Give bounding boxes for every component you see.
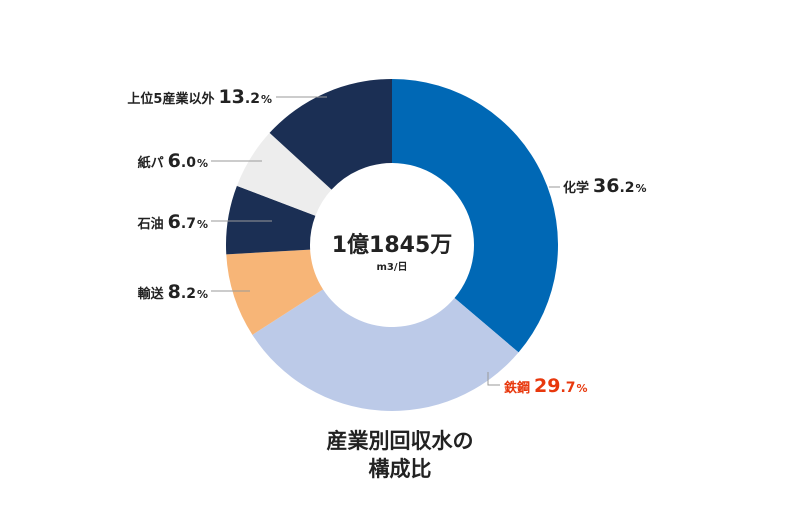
slice-label-5: 上位5産業以外 13.2% bbox=[127, 86, 272, 108]
donut-slice-4 bbox=[236, 132, 332, 216]
slice-label-4: 紙パ 6.0% bbox=[138, 150, 208, 172]
chart-caption-line-1: 産業別回収水の bbox=[326, 429, 474, 453]
slice-label-3: 石油 6.7% bbox=[137, 211, 208, 233]
slice-label-0: 化学 36.2% bbox=[563, 175, 647, 197]
slice-labels: 化学 36.2% 鉄鋼 29.7% 輸送 8.2% 石油 6.7% 紙パ 6.0% 上位5産業以外 1… bbox=[127, 86, 646, 397]
chart-caption-line-2: 構成比 bbox=[368, 457, 432, 481]
slice-label-1: 鉄鋼 29.7% bbox=[504, 375, 588, 397]
donut-slice-1 bbox=[252, 289, 519, 411]
donut-slice-5 bbox=[269, 79, 392, 190]
slice-label-2: 輸送 8.2% bbox=[138, 281, 208, 303]
donut-slice-2 bbox=[226, 249, 324, 335]
donut-slices bbox=[225, 79, 558, 411]
donut-slice-0 bbox=[392, 79, 558, 353]
center-total-value: 1億1845万 bbox=[332, 232, 453, 258]
donut-slice-3 bbox=[225, 185, 316, 255]
leader-line-1 bbox=[487, 372, 500, 386]
center-total-unit: m3/日 bbox=[376, 261, 407, 273]
